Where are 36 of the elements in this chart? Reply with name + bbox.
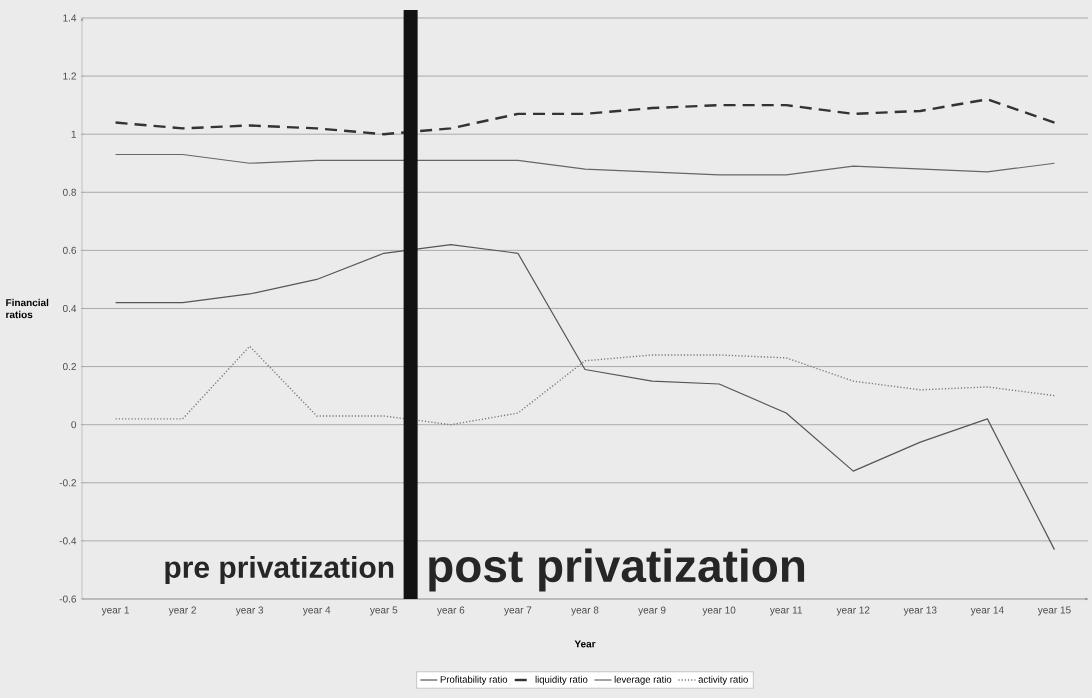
x-axis-title: Year xyxy=(574,640,596,648)
y-tick-label: 0.4 xyxy=(62,304,77,313)
x-tick-label: year 8 xyxy=(571,606,599,616)
y-tick-label: 0.2 xyxy=(62,363,76,371)
line-series xyxy=(114,345,1056,426)
legend-label: activity ratio xyxy=(698,675,748,685)
y-tick-label: 1.2 xyxy=(63,72,76,80)
y-tick-label: 0.8 xyxy=(62,188,77,196)
legend-label: liquidity ratio xyxy=(535,675,588,685)
x-tick-label: year 1 xyxy=(101,606,129,616)
annotation: pre privatization xyxy=(165,555,394,584)
x-tick-label: year 4 xyxy=(302,606,331,616)
x-tick-label: year 9 xyxy=(638,606,666,616)
y-tick-label: 1 xyxy=(71,130,76,138)
y-tick-label: 0.6 xyxy=(62,246,77,254)
y-tick-label: -0.2 xyxy=(59,479,76,487)
x-tick-label: year 13 xyxy=(903,606,937,616)
y-axis-title: Financial ratios xyxy=(6,298,49,319)
x-tick-label: year 12 xyxy=(836,606,870,616)
x-tick-label: year 14 xyxy=(970,606,1004,616)
x-tick-label: year 11 xyxy=(769,606,803,616)
x-tick-label: year 6 xyxy=(437,606,465,616)
y-tick-label: -0.4 xyxy=(59,537,77,545)
x-tick-label: year 15 xyxy=(1037,606,1071,616)
x-tick-label: year 3 xyxy=(235,606,264,616)
annotation: post privatization xyxy=(429,548,805,592)
x-tick-label: year 5 xyxy=(369,606,398,616)
x-tick-label: year 7 xyxy=(504,606,532,616)
y-tick-label: 0 xyxy=(71,421,77,429)
y-tick-label: -0.6 xyxy=(59,595,77,603)
line-series xyxy=(114,98,1056,136)
legend-label: Profitability ratio xyxy=(440,675,508,685)
y-tick-label: 1.4 xyxy=(63,14,77,22)
x-tick-label: year 2 xyxy=(168,606,196,616)
legend-label: leverage ratio xyxy=(614,675,672,685)
x-tick-label: year 10 xyxy=(702,606,736,616)
